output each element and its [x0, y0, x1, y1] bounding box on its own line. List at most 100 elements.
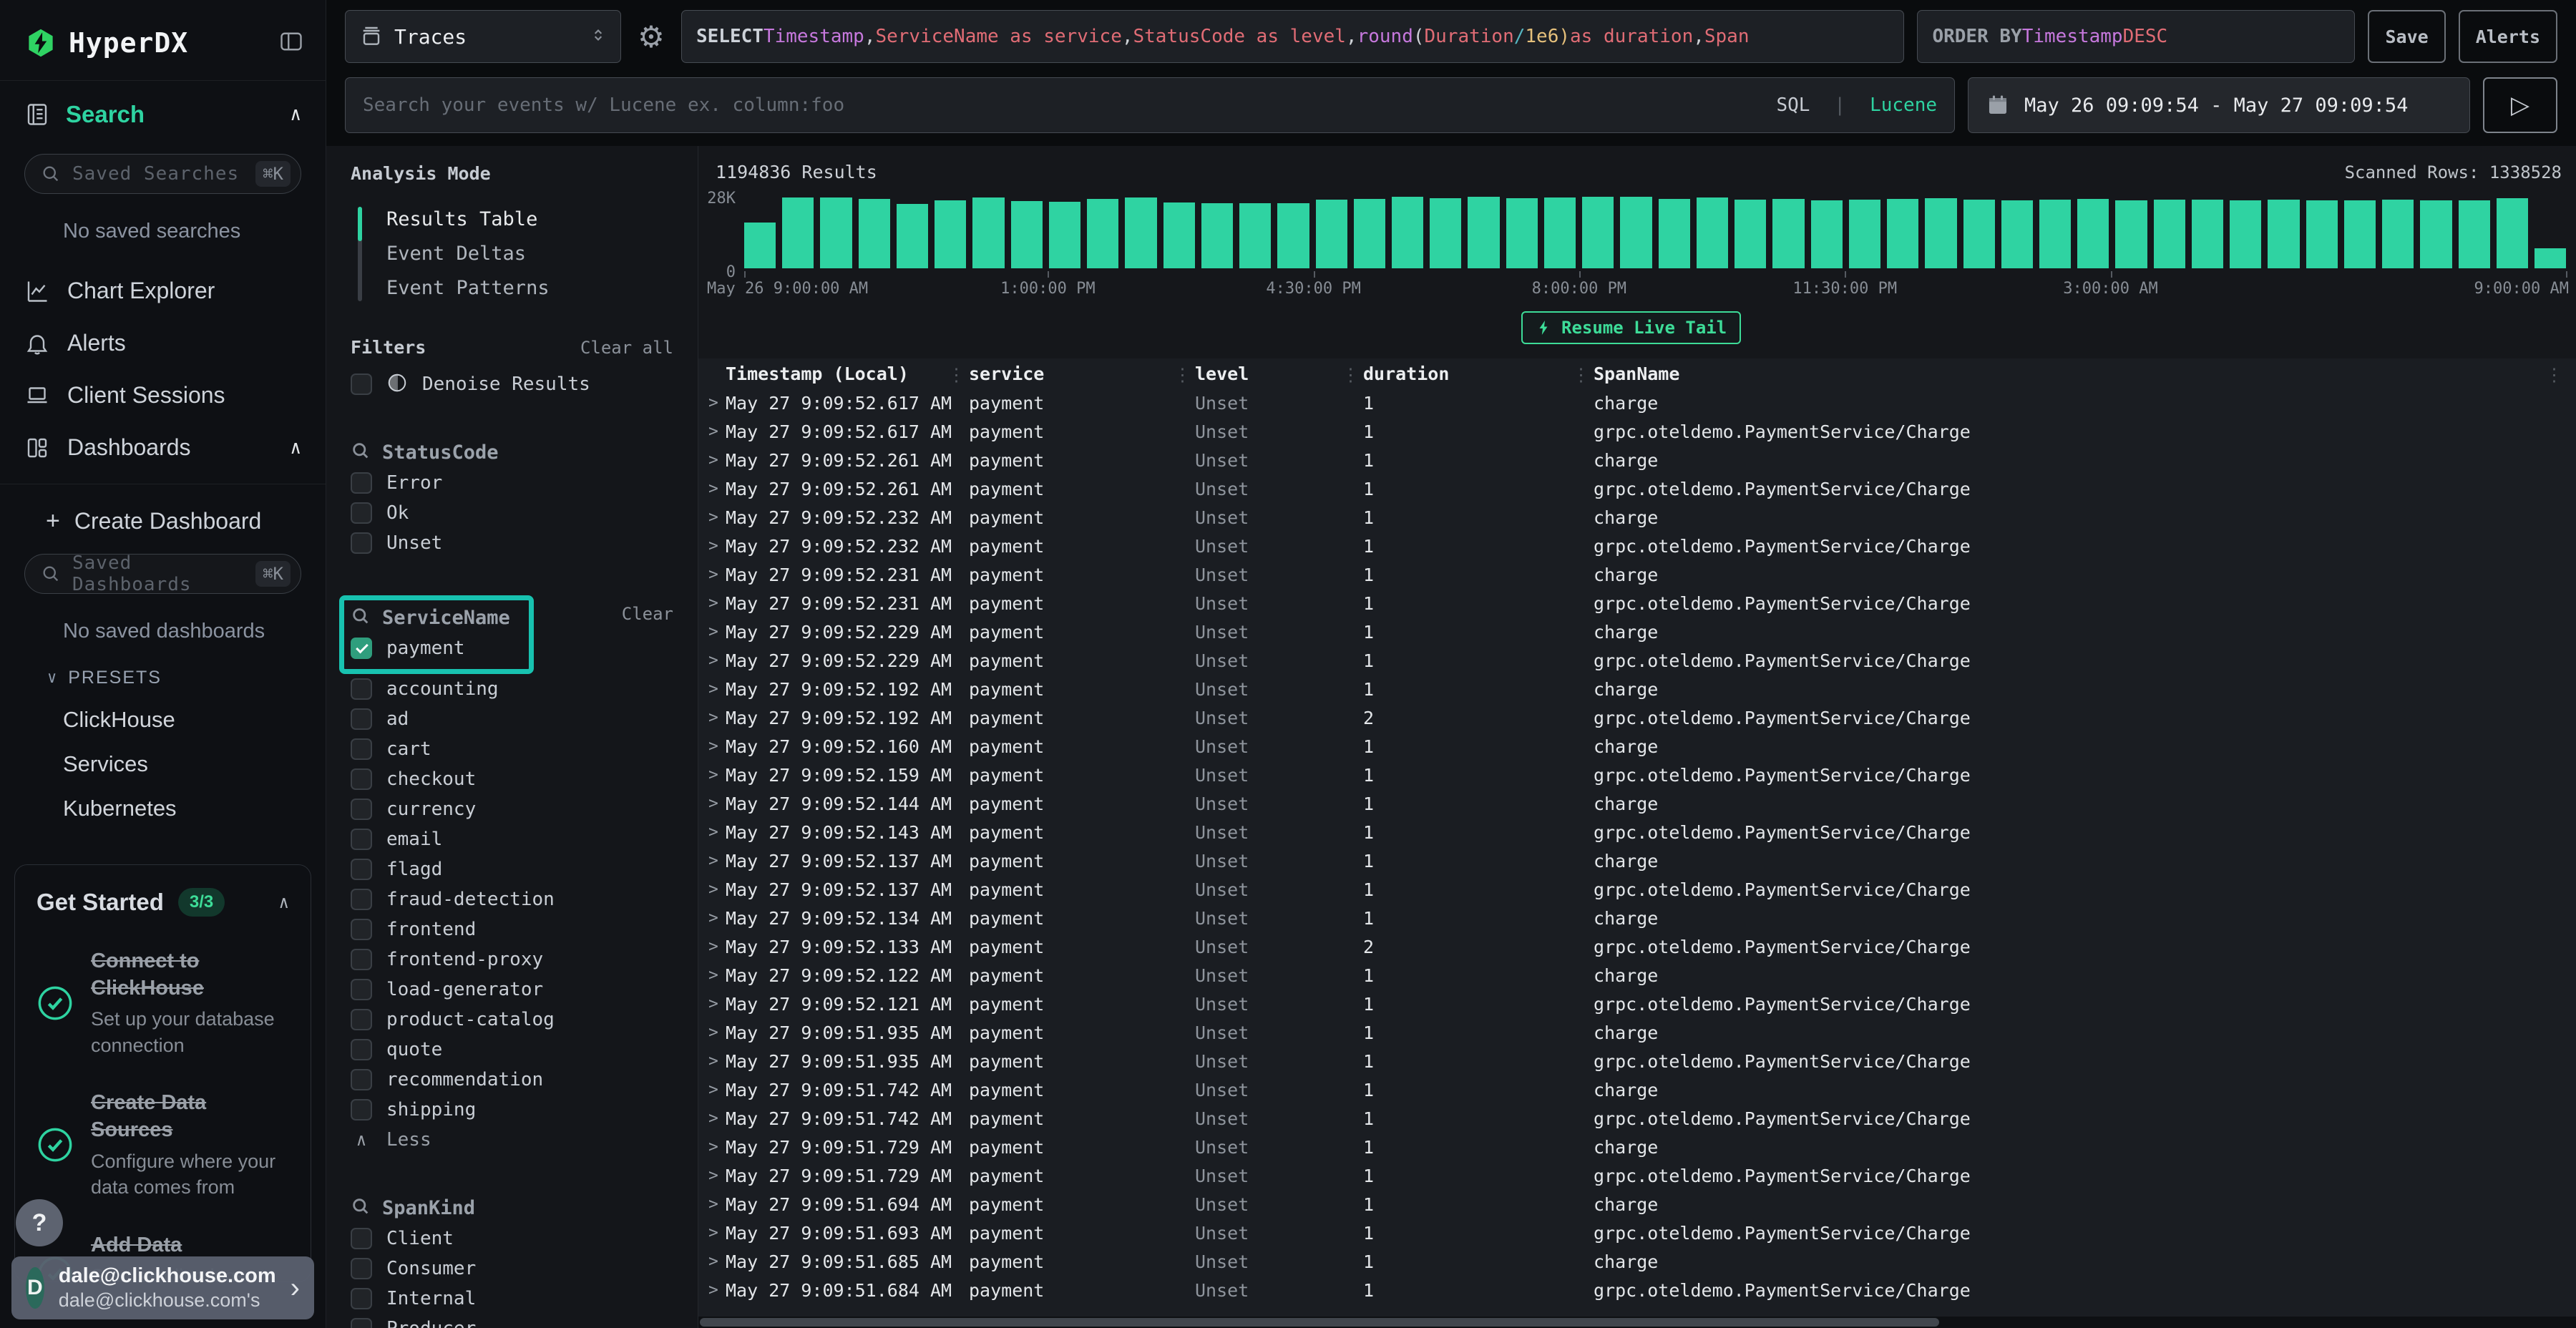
filter-item-quote[interactable]: quote: [351, 1035, 683, 1065]
checkbox[interactable]: [351, 374, 372, 395]
table-row[interactable]: > May 27 9:09:52.617 AM payment Unset 1 charg…: [698, 389, 2576, 417]
row-expand-icon[interactable]: >: [708, 680, 718, 698]
row-expand-icon[interactable]: >: [708, 966, 718, 985]
denoise-results-checkbox-row[interactable]: Denoise Results: [351, 369, 683, 399]
user-profile-chip[interactable]: D dale@clickhouse.com dale@clickhouse.co…: [11, 1256, 314, 1319]
checkbox[interactable]: [351, 1039, 372, 1060]
row-expand-icon[interactable]: >: [708, 565, 718, 584]
row-expand-icon[interactable]: >: [708, 451, 718, 469]
chart-bar[interactable]: [896, 203, 929, 268]
checkbox[interactable]: [351, 829, 372, 850]
checkbox[interactable]: [351, 708, 372, 730]
table-row[interactable]: > May 27 9:09:52.231 AM payment Unset 1 charg…: [698, 560, 2576, 589]
chart-bar[interactable]: [2343, 200, 2376, 268]
save-button[interactable]: Save: [2368, 10, 2446, 63]
chart-bar[interactable]: [1010, 200, 1043, 268]
checkbox[interactable]: [351, 1099, 372, 1120]
filter-item-cart[interactable]: cart: [351, 734, 683, 764]
row-expand-icon[interactable]: >: [708, 1252, 718, 1271]
table-row[interactable]: > May 27 9:09:52.229 AM payment Unset 1 charg…: [698, 617, 2576, 646]
chart-bar[interactable]: [2458, 200, 2490, 268]
row-expand-icon[interactable]: >: [708, 479, 718, 498]
table-row[interactable]: > May 27 9:09:52.159 AM payment Unset 1 grpc.…: [698, 761, 2576, 789]
table-row[interactable]: > May 27 9:09:52.261 AM payment Unset 1 grpc.…: [698, 474, 2576, 503]
table-row[interactable]: > May 27 9:09:52.121 AM payment Unset 1 grpc.…: [698, 990, 2576, 1018]
horizontal-scrollbar[interactable]: [698, 1317, 2576, 1328]
chart-bar[interactable]: [2382, 200, 2414, 268]
table-row[interactable]: > May 27 9:09:52.137 AM payment Unset 1 grpc.…: [698, 875, 2576, 904]
row-expand-icon[interactable]: >: [708, 651, 718, 670]
row-expand-icon[interactable]: >: [708, 851, 718, 870]
filter-item-recommendation[interactable]: recommendation: [351, 1065, 683, 1095]
chart-bar[interactable]: [1772, 199, 1805, 268]
sidebar-item-alerts[interactable]: Alerts: [0, 317, 326, 369]
chart-bar[interactable]: [1506, 197, 1538, 268]
preset-services[interactable]: Services: [63, 751, 148, 776]
filter-item-ad[interactable]: ad: [351, 704, 683, 734]
chart-bar[interactable]: [2496, 198, 2529, 268]
chart-bar[interactable]: [1125, 197, 1157, 268]
checkbox[interactable]: [351, 859, 372, 880]
filter-item-Client[interactable]: Client: [351, 1224, 683, 1254]
row-expand-icon[interactable]: >: [708, 594, 718, 612]
alerts-button[interactable]: Alerts: [2458, 10, 2557, 63]
filter-item-fraud-detection[interactable]: fraud-detection: [351, 884, 683, 914]
table-row[interactable]: > May 27 9:09:52.122 AM payment Unset 1 charg…: [698, 961, 2576, 990]
sidebar-item-dashboards[interactable]: Dashboards ∧: [0, 421, 326, 474]
chart-bar[interactable]: [1277, 202, 1309, 268]
chart-bar[interactable]: [2534, 248, 2567, 268]
table-row[interactable]: > May 27 9:09:51.685 AM payment Unset 1 charg…: [698, 1247, 2576, 1276]
saved-searches-input[interactable]: Saved Searches ⌘K: [24, 154, 301, 194]
filter-item-payment[interactable]: payment: [351, 633, 510, 663]
filter-item-flagd[interactable]: flagd: [351, 854, 683, 884]
chart-bar[interactable]: [935, 200, 967, 268]
chart-bar[interactable]: [1430, 198, 1462, 268]
get-started-step[interactable]: Connect to ClickHouse Set up your databa…: [36, 948, 289, 1058]
chart-bar[interactable]: [1620, 197, 1652, 268]
column-header-duration[interactable]: duration: [1342, 363, 1594, 385]
run-query-button[interactable]: ▷: [2483, 77, 2557, 133]
chart-bar[interactable]: [1735, 199, 1767, 268]
row-expand-icon[interactable]: >: [708, 1052, 718, 1070]
row-expand-icon[interactable]: >: [708, 1080, 718, 1099]
row-expand-icon[interactable]: >: [708, 766, 718, 784]
chart-bar[interactable]: [1353, 199, 1385, 268]
preset-kubernetes[interactable]: Kubernetes: [63, 796, 177, 821]
filter-item-Ok[interactable]: Ok: [351, 498, 683, 528]
row-expand-icon[interactable]: >: [708, 1166, 718, 1185]
checkbox[interactable]: [351, 1228, 372, 1249]
chart-bar[interactable]: [1925, 197, 1957, 268]
chart-bar[interactable]: [2039, 199, 2072, 268]
checkbox[interactable]: [351, 1288, 372, 1309]
tab-event-deltas[interactable]: Event Deltas: [386, 243, 527, 265]
column-header-spanname[interactable]: SpanName: [1572, 363, 2576, 385]
chart-bar[interactable]: [2306, 200, 2338, 268]
checkbox[interactable]: [351, 532, 372, 554]
filter-item-Unset[interactable]: Unset: [351, 528, 683, 558]
table-row[interactable]: > May 27 9:09:51.742 AM payment Unset 1 charg…: [698, 1075, 2576, 1104]
table-options-icon[interactable]: ⋮: [2545, 364, 2563, 385]
mode-lucene-toggle[interactable]: Lucene: [1870, 94, 1937, 116]
table-row[interactable]: > May 27 9:09:52.143 AM payment Unset 1 grpc.…: [698, 818, 2576, 846]
row-expand-icon[interactable]: >: [708, 394, 718, 412]
checkbox[interactable]: [351, 949, 372, 970]
checkbox[interactable]: [351, 678, 372, 700]
table-row[interactable]: > May 27 9:09:52.232 AM payment Unset 1 charg…: [698, 503, 2576, 532]
lucene-search-input[interactable]: Search your events w/ Lucene ex. column:…: [345, 77, 1955, 133]
help-button[interactable]: ?: [16, 1199, 63, 1246]
chart-bar[interactable]: [1315, 199, 1347, 268]
row-expand-icon[interactable]: >: [708, 622, 718, 641]
row-expand-icon[interactable]: >: [708, 995, 718, 1013]
chart-bar[interactable]: [820, 197, 852, 268]
filter-item-Consumer[interactable]: Consumer: [351, 1254, 683, 1284]
checkbox[interactable]: [351, 768, 372, 790]
chart-bar[interactable]: [1239, 203, 1272, 268]
table-row[interactable]: > May 27 9:09:51.742 AM payment Unset 1 grpc.…: [698, 1104, 2576, 1133]
row-expand-icon[interactable]: >: [708, 880, 718, 899]
sidebar-item-search[interactable]: Search ∧: [0, 80, 326, 148]
tab-event-patterns[interactable]: Event Patterns: [386, 277, 550, 299]
mode-sql-toggle[interactable]: SQL: [1776, 94, 1810, 116]
table-row[interactable]: > May 27 9:09:52.192 AM payment Unset 1 charg…: [698, 675, 2576, 703]
row-expand-icon[interactable]: >: [708, 508, 718, 527]
filter-item-email[interactable]: email: [351, 824, 683, 854]
